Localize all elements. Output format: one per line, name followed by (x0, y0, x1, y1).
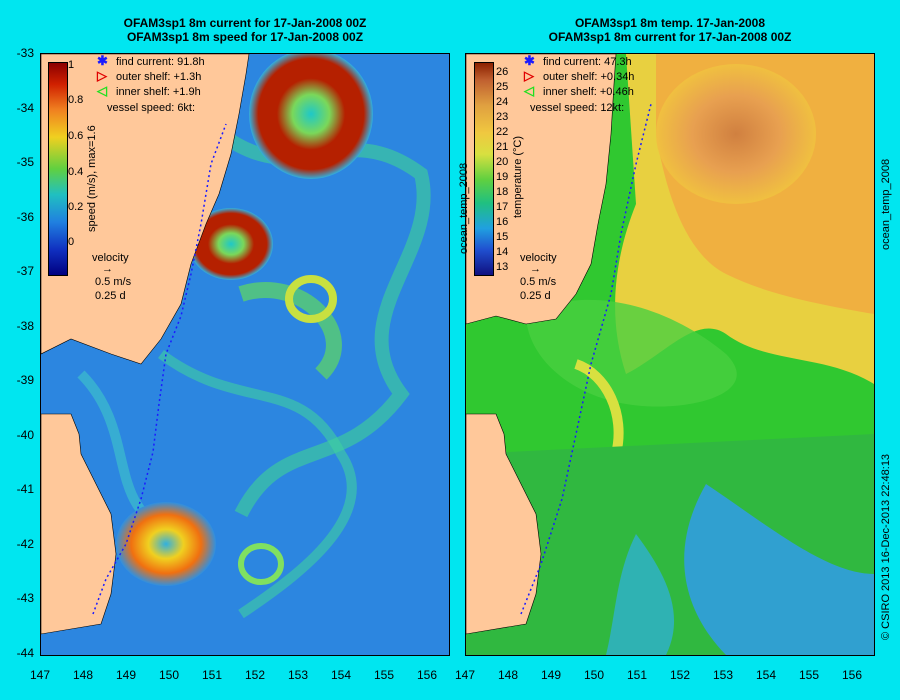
right-map-panel[interactable] (465, 53, 875, 656)
y-tick-3: -36 (16, 210, 34, 224)
y-tick-2: -35 (16, 155, 34, 169)
y-tick-4: -37 (16, 264, 34, 278)
left-cb-tick-4: 0.2 (68, 201, 84, 213)
right-x-tick-3: 150 (583, 668, 605, 682)
left-cb-tick-2: 0.6 (68, 130, 84, 142)
right-x-tick-7: 154 (755, 668, 777, 682)
left-land-tasmania (41, 413, 117, 635)
left-legend-vessel: vessel speed: 6kt: (107, 102, 196, 114)
left-x-tick-3: 150 (158, 668, 180, 682)
left-x-tick-8: 155 (373, 668, 395, 682)
right-x-tick-6: 153 (712, 668, 734, 682)
left-cb-tick-0: 1 (68, 59, 75, 71)
right-x-tick-1: 148 (497, 668, 519, 682)
right-cb-tick-8: 18 (496, 186, 509, 198)
right-x-tick-9: 156 (841, 668, 863, 682)
left-title-line1: OFAM3sp1 8m current for 17-Jan-2008 00Z (123, 16, 367, 30)
left-x-tick-0: 147 (29, 668, 51, 682)
right-cb-tick-6: 20 (496, 156, 509, 168)
right-cb-tick-5: 21 (496, 141, 509, 153)
right-x-tick-4: 151 (626, 668, 648, 682)
right-colorbar-side-label: ocean_temp_2008 (458, 162, 470, 254)
right-x-tick-8: 155 (798, 668, 820, 682)
right-cb-tick-2: 24 (496, 96, 509, 108)
right-cb-tick-3: 23 (496, 111, 509, 123)
y-tick-1: -34 (16, 101, 34, 115)
left-x-tick-9: 156 (416, 668, 438, 682)
left-cb-tick-5: 0 (68, 236, 75, 248)
right-find-symbol: ✱ (524, 53, 535, 68)
y-tick-10: -43 (16, 591, 34, 605)
right-x-tick-5: 152 (669, 668, 691, 682)
right-legend-vessel: vessel speed: 12kt: (530, 102, 625, 114)
right-title-line1: OFAM3sp1 8m temp. 17-Jan-2008 (574, 16, 766, 30)
y-tick-11: -44 (16, 646, 34, 660)
y-tick-7: -40 (16, 428, 34, 442)
right-outer-symbol: ▷ (524, 68, 534, 83)
left-find-symbol: ✱ (97, 53, 108, 68)
right-title: OFAM3sp1 8m temp. 17-Jan-2008 OFAM3sp1 8… (465, 16, 875, 44)
right-velocity-label: velocity (520, 252, 557, 264)
right-cb-tick-1: 25 (496, 81, 509, 93)
right-cb-tick-0: 26 (496, 66, 509, 78)
left-x-tick-1: 148 (72, 668, 94, 682)
right-cb-tick-10: 16 (496, 216, 509, 228)
right-velocity-arrow: → (530, 263, 541, 275)
y-tick-0: -33 (16, 46, 34, 60)
left-eddy-north (249, 54, 373, 179)
right-cb-tick-7: 19 (496, 171, 509, 183)
right-land-mainland (466, 54, 617, 325)
left-cb-tick-3: 0.4 (68, 166, 84, 178)
left-legend-find: find current: 91.8h (116, 56, 205, 68)
left-colorbar (48, 62, 68, 276)
right-cb-tick-4: 22 (496, 126, 509, 138)
left-legend-inner: inner shelf: +1.9h (116, 86, 201, 98)
left-map-panel[interactable] (40, 53, 450, 656)
right-legend-inner: inner shelf: +0.46h (543, 86, 634, 98)
left-map-svg (41, 54, 449, 655)
right-warm-eddy (656, 64, 816, 204)
right-velocity-time: 0.25 d (520, 290, 551, 302)
left-legend-outer: outer shelf: +1.3h (116, 71, 202, 83)
y-tick-5: -38 (16, 319, 34, 333)
right-title-line2: OFAM3sp1 8m current for 17-Jan-2008 00Z (548, 30, 792, 44)
left-x-tick-6: 153 (287, 668, 309, 682)
footer-copyright: © CSIRO 2013 16-Dec-2013 22:48:13 (880, 453, 892, 640)
left-cb-tick-1: 0.8 (68, 94, 84, 106)
left-velocity-scale: 0.5 m/s (95, 276, 132, 288)
left-x-tick-4: 151 (201, 668, 223, 682)
left-outer-symbol: ▷ (97, 68, 107, 83)
right-map-svg (466, 54, 874, 655)
left-inner-symbol: ◁ (97, 83, 107, 98)
y-tick-9: -42 (16, 537, 34, 551)
left-eddy-mid (189, 208, 273, 280)
left-x-tick-2: 149 (115, 668, 137, 682)
right-cb-tick-11: 15 (496, 231, 509, 243)
right-x-tick-0: 147 (454, 668, 476, 682)
left-eddy-south (116, 502, 216, 586)
left-x-tick-7: 154 (330, 668, 352, 682)
left-land-mainland (41, 54, 250, 365)
right-inner-symbol: ◁ (524, 83, 534, 98)
right-colorbar (474, 62, 494, 276)
left-velocity-arrow: → (102, 263, 113, 275)
right-x-tick-2: 149 (540, 668, 562, 682)
right-cb-tick-13: 13 (496, 261, 509, 273)
right-cb-tick-12: 14 (496, 246, 509, 258)
left-velocity-time: 0.25 d (95, 290, 126, 302)
right-cb-tick-9: 17 (496, 201, 509, 213)
right-legend-outer: outer shelf: +0.34h (543, 71, 635, 83)
right-legend-find: find current: 47.3h (543, 56, 632, 68)
right-land-tasmania (466, 413, 542, 635)
left-colorbar-label: speed (m/s), max=1.6 (86, 125, 98, 232)
y-tick-6: -39 (16, 373, 34, 387)
left-title-line2: OFAM3sp1 8m speed for 17-Jan-2008 00Z (126, 30, 364, 44)
y-tick-8: -41 (16, 482, 34, 496)
right-colorbar-label: temperature (°C) (512, 135, 524, 218)
right-velocity-scale: 0.5 m/s (520, 276, 557, 288)
left-title: OFAM3sp1 8m current for 17-Jan-2008 00Z … (40, 16, 450, 44)
right-side-label: ocean_temp_2008 (880, 158, 892, 250)
left-x-tick-5: 152 (244, 668, 266, 682)
left-velocity-label: velocity (92, 252, 129, 264)
